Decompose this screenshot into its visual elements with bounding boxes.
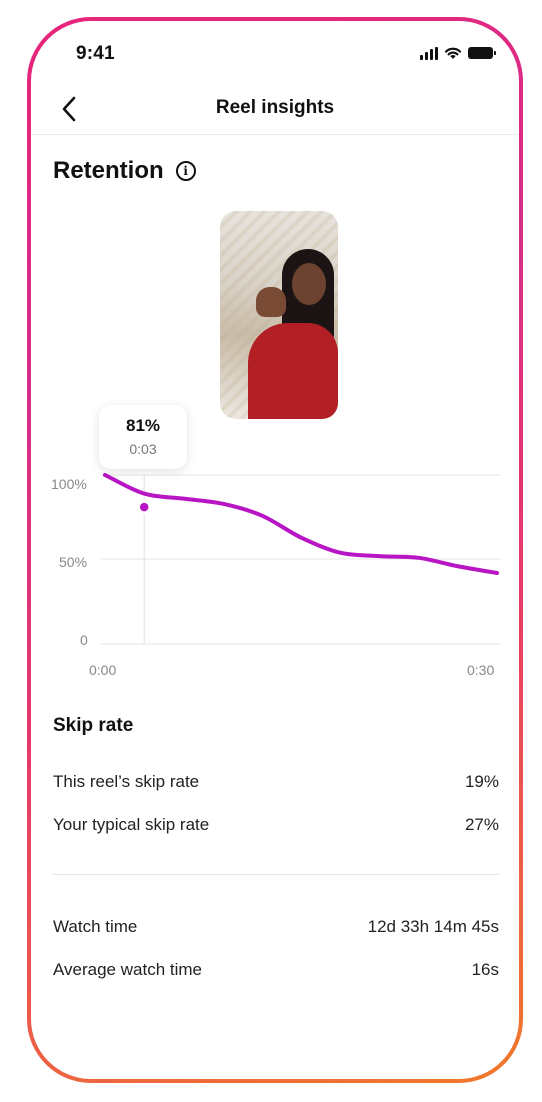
thumbnail-figure-face (292, 263, 326, 305)
status-bar: 9:41 (31, 21, 519, 81)
y-tick-label: 100% (51, 476, 87, 492)
retention-chart: 100% 50% 0 0:00 0:30 (51, 473, 501, 678)
screen: 9:41 Reel insights Retention i (31, 21, 519, 1079)
stat-value: 12d 33h 14m 45s (367, 917, 499, 936)
status-time: 9:41 (76, 43, 115, 64)
stat-value: 16s (471, 960, 499, 979)
highlight-point[interactable] (137, 500, 151, 514)
phone-frame: 9:41 Reel insights Retention i (27, 17, 523, 1083)
header: Reel insights (31, 83, 519, 135)
retention-heading: Retention i (53, 157, 196, 185)
status-icons (420, 46, 496, 60)
x-tick-label: 0:00 (89, 662, 116, 678)
x-tick-label: 0:30 (467, 662, 494, 678)
y-tick-label: 50% (59, 554, 87, 570)
stat-label: Average watch time (53, 960, 202, 979)
info-icon[interactable]: i (175, 161, 196, 181)
y-tick-label: 0 (80, 632, 88, 648)
thumbnail-figure-body (248, 323, 338, 419)
tooltip-time: 0:03 (129, 441, 157, 457)
skip-rate-title: Skip rate (53, 715, 134, 736)
retention-tooltip: 81% 0:03 (99, 405, 187, 469)
stat-label: Watch time (53, 917, 138, 936)
tooltip-value: 81% (125, 416, 161, 435)
wifi-icon (444, 47, 462, 59)
cellular-signal-icon (420, 46, 438, 60)
thumbnail-figure-hand (256, 287, 286, 317)
stat-row: Your typical skip rate 27% (53, 815, 499, 839)
stat-row: This reel’s skip rate 19% (53, 772, 499, 796)
retention-title: Retention (53, 157, 164, 184)
page-title: Reel insights (215, 97, 335, 118)
reel-thumbnail[interactable] (220, 211, 338, 419)
divider (53, 874, 499, 875)
stat-value: 19% (464, 772, 499, 791)
stat-value: 27% (464, 815, 499, 834)
chevron-left-icon[interactable] (57, 95, 83, 123)
stat-label: Your typical skip rate (53, 815, 210, 834)
stat-row: Average watch time 16s (53, 960, 499, 984)
stat-label: This reel’s skip rate (53, 772, 200, 791)
battery-icon (468, 47, 496, 59)
stat-row: Watch time 12d 33h 14m 45s (53, 917, 499, 941)
retention-line (103, 473, 499, 576)
